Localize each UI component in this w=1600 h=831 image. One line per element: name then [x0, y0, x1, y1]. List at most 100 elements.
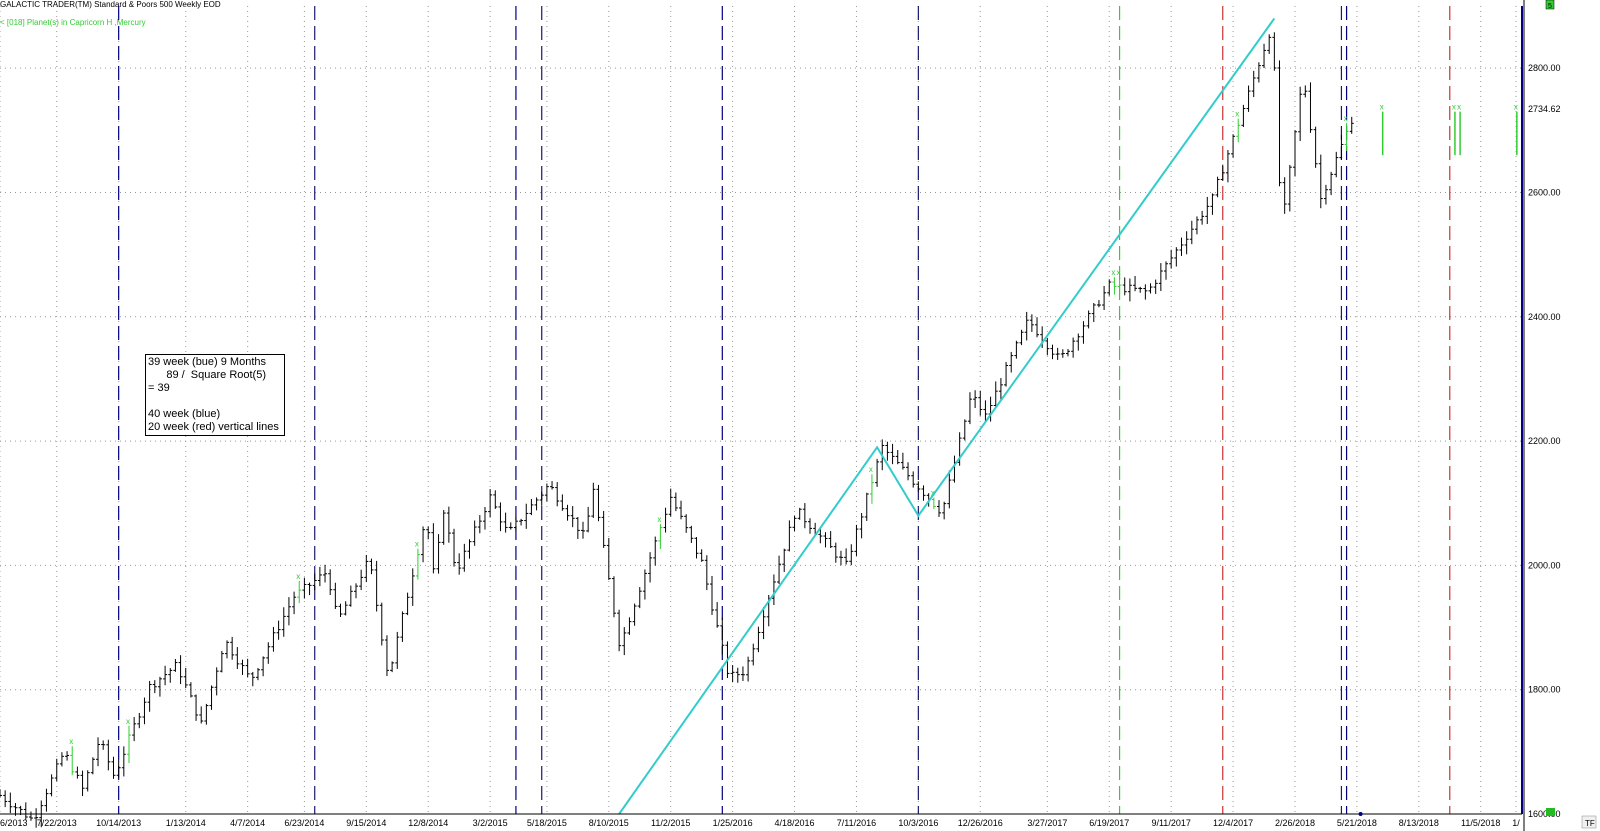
price-bar: [828, 531, 833, 549]
price-bar: [529, 498, 534, 516]
price-bar: [1215, 176, 1220, 198]
price-bar: [384, 635, 389, 677]
x-tick-label: 12/8/2014: [408, 818, 448, 828]
price-bar: [808, 518, 813, 534]
price-bar: [225, 640, 230, 659]
price-bar: [642, 569, 647, 600]
price-bar: [746, 656, 751, 682]
price-bar: [921, 485, 926, 501]
trendline: [618, 17, 1276, 815]
corner-button: [1581, 815, 1597, 829]
price-bar: [3, 790, 8, 808]
price-bar: [364, 554, 369, 583]
future-mark-label: x: [1457, 103, 1461, 112]
price-bar: [586, 506, 591, 533]
price-bar: [348, 585, 353, 607]
price-bar: [111, 756, 116, 779]
price-bar: [312, 573, 317, 591]
price-bar: [1060, 349, 1065, 358]
price-bar: [560, 494, 565, 511]
price-bar: [1086, 310, 1091, 329]
price-bar: [704, 555, 709, 591]
price-bar: [1050, 344, 1055, 360]
price-bar: [446, 506, 451, 543]
price-bar: [353, 583, 358, 599]
price-bar: [684, 514, 689, 533]
price-bar: [488, 489, 493, 518]
price-bar: [730, 665, 735, 683]
price-bar: [426, 526, 431, 540]
price-bar: [65, 751, 70, 761]
y-tick-label: 1800.00: [1528, 685, 1561, 695]
price-bar: [96, 737, 101, 767]
x-tick-label: 4/18/2016: [775, 818, 815, 828]
price-bar: x: [1117, 268, 1122, 294]
price-bar: [1298, 86, 1303, 142]
price-bar: [441, 509, 446, 545]
price-bar: [1246, 85, 1251, 112]
x-tick-label: 5/18/2015: [527, 818, 567, 828]
price-bar: [1153, 279, 1158, 294]
price-bar: [1220, 164, 1225, 181]
price-bar: [1071, 337, 1076, 358]
price-bar: [1349, 116, 1354, 134]
price-bar: [895, 449, 900, 465]
x-tick-label: 10/3/2016: [898, 818, 938, 828]
x-tick-label: 8/10/2015: [589, 818, 629, 828]
price-bar: [823, 532, 828, 548]
price-bar: [1174, 247, 1179, 267]
x-tick-label: 4/7/2014: [230, 818, 265, 828]
price-bar: x: [1111, 268, 1117, 295]
price-bar: [374, 560, 379, 612]
price-bar: [508, 522, 513, 530]
signal-marker: x: [931, 489, 935, 498]
price-bar: [534, 497, 539, 511]
price-bar: [833, 542, 838, 563]
price-bar: [802, 503, 807, 529]
price-bar: [947, 470, 952, 509]
price-bar: x: [657, 515, 663, 549]
price-bar: x: [69, 737, 75, 776]
x-tick-label: 3/2/2015: [473, 818, 508, 828]
price-bar: [431, 523, 436, 574]
price-bar: [338, 603, 343, 617]
price-bar: [1313, 126, 1318, 168]
price-bar: [421, 526, 426, 563]
price-bar: [792, 515, 797, 532]
price-bar: [761, 607, 766, 640]
price-bar: x: [869, 465, 874, 504]
price-bar: [1029, 314, 1034, 332]
y-tick-label: 1600.00: [1528, 809, 1561, 819]
price-bar: [601, 510, 606, 548]
price-bar: [132, 717, 137, 742]
price-bar: [849, 544, 854, 566]
price-bar: [900, 452, 905, 470]
price-bar: [539, 491, 544, 506]
price-bar: [379, 602, 384, 646]
x-tick-label: 2/26/2018: [1275, 818, 1315, 828]
price-bar: [90, 757, 95, 775]
price-bar: [673, 492, 678, 512]
price-bar: [1329, 171, 1334, 196]
price-bar: [1148, 283, 1153, 294]
price-bar: [0, 789, 2, 798]
price-bar: [1272, 32, 1277, 71]
price-bar: [555, 482, 560, 507]
price-bar: [49, 774, 54, 797]
future-mark-label: x: [1380, 103, 1384, 112]
price-bar: [1241, 104, 1246, 127]
price-bar: [503, 512, 508, 533]
price-bar: [173, 659, 178, 672]
price-bar: [101, 740, 106, 750]
price-bar: [1009, 351, 1014, 373]
price-bar: [183, 667, 188, 689]
price-bar: [44, 788, 49, 812]
x-tick-label: 11/2/2015: [651, 818, 690, 828]
price-bar: [230, 636, 235, 660]
price-bar: [519, 518, 524, 526]
price-bar: [1189, 220, 1194, 245]
price-bar: [163, 665, 168, 686]
price-bar: [699, 549, 704, 562]
price-bar: [1205, 196, 1210, 224]
